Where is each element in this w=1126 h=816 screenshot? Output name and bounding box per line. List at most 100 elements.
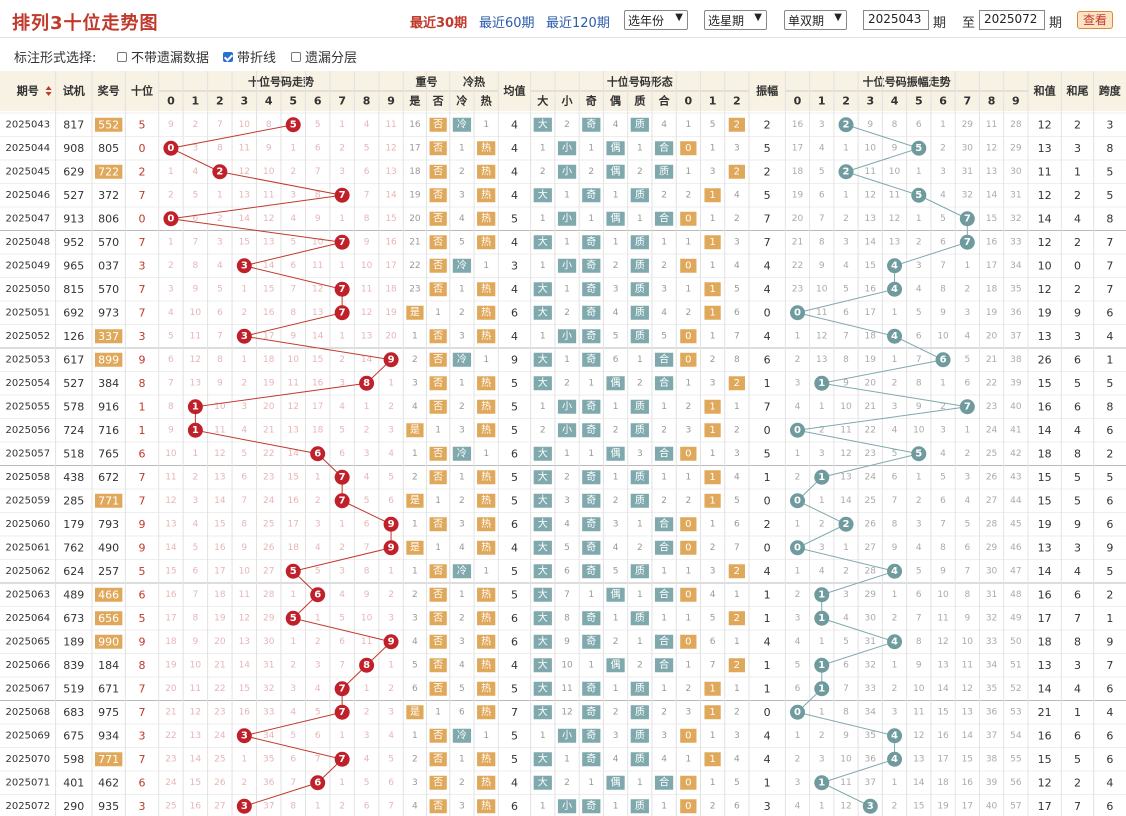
trend-miss-cell: 15 (263, 284, 274, 294)
odd-even-period-select[interactable]: 单双期 ▼ (784, 10, 847, 30)
shape-miss-cell: 2 (685, 496, 691, 506)
from-period-input[interactable]: 2025043 (863, 10, 929, 30)
shape-miss-cell: 6 (613, 355, 619, 365)
shape-badge: 大 (538, 611, 548, 624)
hotcold-miss-cell: 3 (459, 190, 465, 200)
amp-miss-cell: 30 (1010, 167, 1022, 177)
shape-badge: 质 (635, 400, 645, 412)
checkbox-icon[interactable] (291, 51, 301, 62)
cold-badge: 冷 (457, 446, 467, 459)
amp-miss-cell: 16 (865, 284, 877, 294)
amp-ball-digit: 3 (867, 801, 874, 812)
to-period-input[interactable]: 2025072 (979, 10, 1045, 30)
checkbox-checked-icon[interactable] (223, 51, 233, 62)
trend-miss-cell: 1 (339, 331, 345, 341)
repeat-miss-cell: 2 (412, 754, 418, 764)
trend-ball-digit: 7 (339, 284, 346, 295)
trend-miss-cell: 1 (315, 801, 321, 811)
amp-miss-cell: 33 (1010, 237, 1021, 247)
repeat-miss-cell: 4 (412, 637, 418, 647)
shape-badge-bg (533, 658, 552, 673)
span-cell: 6 (1106, 424, 1113, 437)
hot-badge: 热 (481, 211, 491, 224)
hotcold-miss-cell: 1 (483, 261, 489, 271)
award-number-cell: 570 (98, 283, 119, 296)
trend-miss-cell: 14 (361, 355, 373, 365)
trend-miss-cell: 6 (315, 731, 321, 741)
query-button[interactable]: 查看 (1077, 11, 1113, 29)
amp-miss-cell: 37 (1010, 331, 1021, 341)
hotcold-miss-cell: 2 (459, 496, 465, 506)
cold-badge-bg (452, 258, 472, 273)
polyline-checkbox[interactable]: 带折线 (223, 47, 276, 66)
shape-miss-cell: 1 (564, 284, 570, 294)
period-cell: 2025046 (6, 190, 51, 201)
no-missing-data-checkbox[interactable]: 不带遗漏数据 (117, 47, 209, 66)
checkbox-icon[interactable] (117, 51, 127, 62)
amp-ball (814, 587, 830, 603)
repeat-badge-bg (429, 399, 447, 414)
amp-miss-cell: 23 (986, 402, 997, 412)
amp-miss-cell: 49 (1010, 613, 1022, 623)
shape-badge-bg (630, 188, 649, 203)
trend-miss-cell: 8 (266, 120, 272, 130)
trend-miss-cell: 13 (312, 308, 323, 318)
repeat-badge-bg (429, 587, 447, 602)
trend-miss-cell: 36 (263, 778, 275, 788)
sum-cell: 14 (1038, 212, 1052, 225)
trend-miss-cell: 5 (315, 566, 321, 576)
trend-miss-cell: 34 (263, 731, 275, 741)
tens-digit-cell: 8 (139, 377, 146, 390)
trend-miss-cell: 27 (214, 801, 225, 811)
shape-miss-cell: 3 (734, 449, 740, 459)
missing-layer-checkbox[interactable]: 遗漏分层 (291, 47, 357, 66)
shape-badge: 偶 (611, 376, 621, 389)
trend-miss-cell: 12 (239, 613, 250, 623)
span-cell: 1 (1106, 612, 1113, 625)
period-cell: 2025055 (6, 401, 51, 412)
amp-miss-cell: 11 (816, 308, 827, 318)
amp-miss-cell: 1 (916, 167, 922, 177)
amp-miss-cell: 22 (792, 261, 803, 271)
trend-ball (383, 634, 399, 650)
weekday-select[interactable]: 选星期 ▼ (704, 10, 767, 30)
shape-miss-cell: 6 (734, 308, 740, 318)
cold-badge-bg (452, 446, 472, 461)
hot-badge-bg (477, 517, 496, 532)
trend-miss-cell: 3 (217, 237, 223, 247)
trend-miss-cell: 7 (217, 331, 223, 341)
amp-miss-cell: 2 (892, 684, 898, 694)
trend-miss-cell: 20 (165, 684, 177, 694)
sum-cell: 12 (1038, 283, 1052, 296)
recent-120-link[interactable]: 最近120期 (546, 16, 610, 31)
shape-badge: 大 (538, 587, 548, 600)
span-cell: 6 (1106, 306, 1113, 319)
amp-miss-cell: 10 (962, 637, 974, 647)
hotcold-miss-cell: 6 (459, 707, 465, 717)
shape-badge-bg (582, 493, 601, 508)
tail-cell: 2 (1074, 776, 1081, 789)
shape-miss-cell: 1 (685, 120, 691, 130)
trend-miss-cell: 1 (388, 378, 394, 388)
sum-cell: 15 (1038, 494, 1052, 507)
trend-miss-cell: 13 (190, 378, 201, 388)
recent-30-link[interactable]: 最近30期 (410, 16, 468, 31)
trend-miss-cell: 18 (385, 284, 397, 294)
award-number-cell: 570 (98, 236, 119, 249)
shape-miss-cell: 5 (734, 778, 740, 788)
amp-miss-cell: 1 (843, 543, 849, 553)
amp-miss-cell: 3 (819, 449, 825, 459)
amp-miss-cell: 3 (940, 167, 946, 177)
road-badge: 2 (734, 166, 740, 177)
avg-cell: 6 (511, 447, 518, 460)
trend-ball-digit: 3 (241, 260, 248, 271)
amp-digit-subheader: 6 (939, 95, 947, 108)
trend-miss-cell: 3 (315, 519, 321, 529)
amp-miss-cell: 8 (916, 378, 922, 388)
shape-miss-cell: 1 (540, 214, 546, 224)
shape-badge: 质 (635, 800, 645, 812)
year-select[interactable]: 选年份 ▼ (624, 10, 688, 30)
award-number-cell: 771 (98, 753, 119, 766)
tens-digit-cell: 7 (139, 682, 146, 695)
recent-60-link[interactable]: 最近60期 (479, 16, 535, 31)
